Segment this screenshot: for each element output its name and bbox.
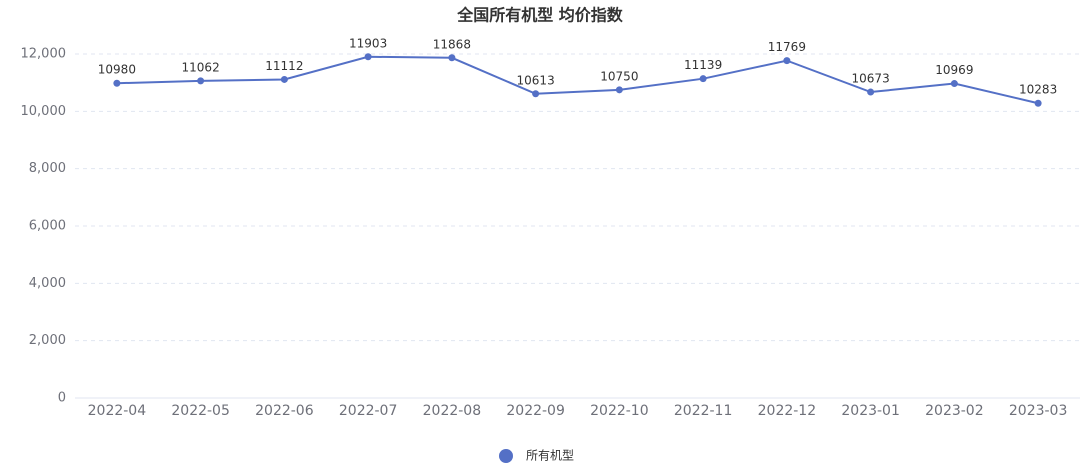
x-tick-label: 2022-11 — [674, 403, 733, 419]
data-label: 11112 — [265, 59, 303, 73]
point — [448, 54, 456, 62]
data-label: 10969 — [935, 63, 973, 77]
chart-title: 全国所有机型 均价指数 — [456, 6, 624, 25]
data-label: 10613 — [517, 73, 555, 87]
point — [867, 88, 875, 96]
point — [364, 53, 372, 61]
y-tick-label: 8,000 — [29, 161, 66, 176]
x-tick-label: 2022-09 — [506, 403, 565, 419]
data-label: 10980 — [98, 63, 136, 77]
point — [1034, 99, 1042, 107]
y-tick-label: 2,000 — [29, 333, 66, 348]
x-tick-label: 2022-04 — [88, 403, 147, 419]
y-tick-label: 4,000 — [29, 276, 66, 291]
point — [280, 75, 288, 83]
x-tick-label: 2022-12 — [758, 403, 817, 419]
data-label: 10750 — [600, 69, 638, 83]
y-tick-label: 10,000 — [21, 104, 67, 119]
data-label: 11139 — [684, 58, 722, 72]
data-label: 10283 — [1019, 83, 1057, 97]
point — [615, 86, 623, 94]
x-tick-label: 2022-06 — [255, 403, 314, 419]
point — [699, 75, 707, 83]
y-tick-label: 6,000 — [29, 219, 66, 234]
point — [783, 57, 791, 65]
x-tick-label: 2023-03 — [1009, 403, 1068, 419]
point — [950, 80, 958, 88]
x-tick-label: 2022-08 — [423, 403, 482, 419]
x-tick-label: 2023-02 — [925, 403, 984, 419]
x-tick-label: 2022-10 — [590, 403, 649, 419]
data-label: 11769 — [768, 40, 806, 54]
legend-marker — [499, 449, 513, 463]
x-tick-label: 2022-05 — [171, 403, 230, 419]
data-label: 11062 — [182, 60, 220, 74]
data-label: 10673 — [852, 72, 890, 86]
x-tick-label: 2022-07 — [339, 403, 398, 419]
y-tick-label: 0 — [58, 391, 66, 406]
point — [113, 79, 121, 87]
point — [197, 77, 205, 85]
y-tick-label: 12,000 — [21, 47, 67, 62]
line — [116, 55, 1039, 105]
data-label: 11868 — [433, 37, 471, 51]
legend-label: 所有机型 — [526, 449, 574, 463]
x-tick-label: 2023-01 — [841, 403, 900, 419]
data-label: 11903 — [349, 36, 387, 50]
point — [532, 90, 540, 98]
